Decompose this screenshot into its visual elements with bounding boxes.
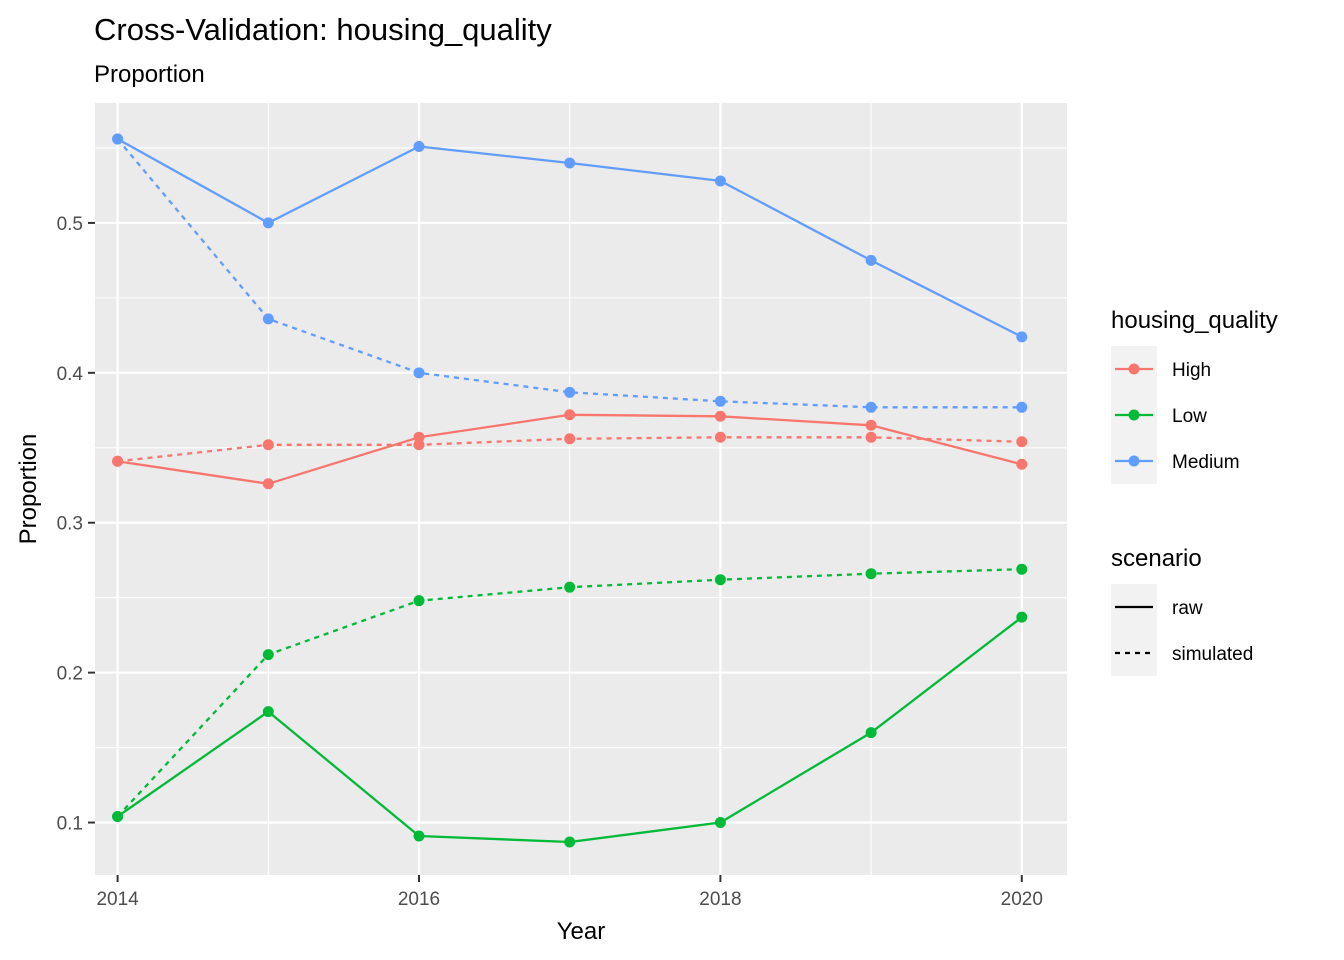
data-point-high-raw — [714, 410, 726, 422]
minor-gridlines — [95, 103, 1067, 875]
y-tick-label: 0.1 — [57, 814, 83, 835]
data-point-medium-simulated — [413, 367, 425, 379]
data-point-low-simulated — [1016, 563, 1028, 575]
x-tick-label: 2014 — [96, 889, 139, 910]
data-point-low-raw — [1016, 611, 1028, 623]
x-axis-label: Year — [557, 918, 606, 945]
data-point-low-raw — [714, 817, 726, 829]
data-point-medium-raw — [262, 217, 274, 229]
data-point-high-raw — [262, 478, 274, 490]
data-point-low-simulated — [262, 649, 274, 661]
data-point-medium-raw — [1016, 331, 1028, 343]
y-tick-label: 0.4 — [57, 364, 84, 385]
data-point-low-simulated — [413, 595, 425, 607]
data-point-medium-simulated — [112, 133, 124, 145]
data-point-low-raw — [564, 836, 576, 848]
legend-item-medium: Medium — [1172, 452, 1240, 473]
data-point-high-raw — [1016, 458, 1028, 470]
data-point-medium-raw — [564, 157, 576, 169]
legend-item-simulated: simulated — [1172, 644, 1253, 665]
data-point-low-raw — [262, 706, 274, 718]
data-point-medium-simulated — [1016, 401, 1028, 413]
data-point-high-raw — [865, 419, 877, 431]
data-point-low-simulated — [564, 581, 576, 593]
major-gridlines — [95, 103, 1067, 875]
x-axis-ticks: 2014 2016 2018 2020 — [96, 875, 1043, 910]
data-point-high-simulated — [112, 455, 124, 467]
legend-title-housing-quality: housing_quality — [1111, 307, 1278, 334]
y-tick-label: 0.3 — [57, 514, 83, 535]
data-point-medium-simulated — [564, 386, 576, 398]
data-point-low-raw — [865, 727, 877, 739]
data-point-low-simulated — [865, 568, 877, 580]
data-point-medium-simulated — [865, 401, 877, 413]
legend: housing_quality High Low Medium scenario raw s… — [1111, 307, 1278, 676]
legend-key-point — [1128, 455, 1140, 467]
legend-item-high: High — [1172, 360, 1211, 381]
data-point-medium-simulated — [714, 395, 726, 407]
y-tick-label: 0.2 — [57, 664, 83, 685]
chart-title: Cross-Validation: housing_quality — [94, 12, 552, 47]
data-point-low-simulated — [112, 811, 124, 823]
data-point-high-simulated — [865, 431, 877, 443]
legend-item-raw: raw — [1172, 598, 1203, 619]
plot-panel — [95, 103, 1067, 875]
legend-item-low: Low — [1172, 406, 1207, 427]
x-tick-label: 2018 — [699, 889, 741, 910]
data-point-high-simulated — [413, 439, 425, 451]
legend-key-background — [1111, 584, 1157, 676]
data-point-high-simulated — [1016, 436, 1028, 448]
x-tick-label: 2016 — [398, 889, 440, 910]
legend-key-point — [1128, 363, 1140, 375]
data-point-high-simulated — [564, 433, 576, 445]
data-point-high-simulated — [262, 439, 274, 451]
data-point-medium-raw — [865, 254, 877, 266]
data-point-high-simulated — [714, 431, 726, 443]
data-point-high-raw — [564, 409, 576, 421]
series-layer — [112, 133, 1028, 848]
data-point-low-raw — [413, 830, 425, 842]
data-point-low-simulated — [714, 574, 726, 586]
data-point-medium-raw — [714, 175, 726, 187]
data-point-medium-raw — [413, 140, 425, 152]
y-axis-label: Proportion — [15, 434, 42, 545]
y-axis-ticks: 0.1 0.2 0.3 0.4 0.5 — [57, 214, 95, 835]
legend-title-scenario: scenario — [1111, 545, 1202, 572]
y-tick-label: 0.5 — [57, 214, 83, 235]
chart-subtitle: Proportion — [94, 61, 205, 88]
legend-key-point — [1128, 409, 1140, 421]
x-tick-label: 2020 — [1001, 889, 1043, 910]
data-point-medium-simulated — [262, 313, 274, 325]
